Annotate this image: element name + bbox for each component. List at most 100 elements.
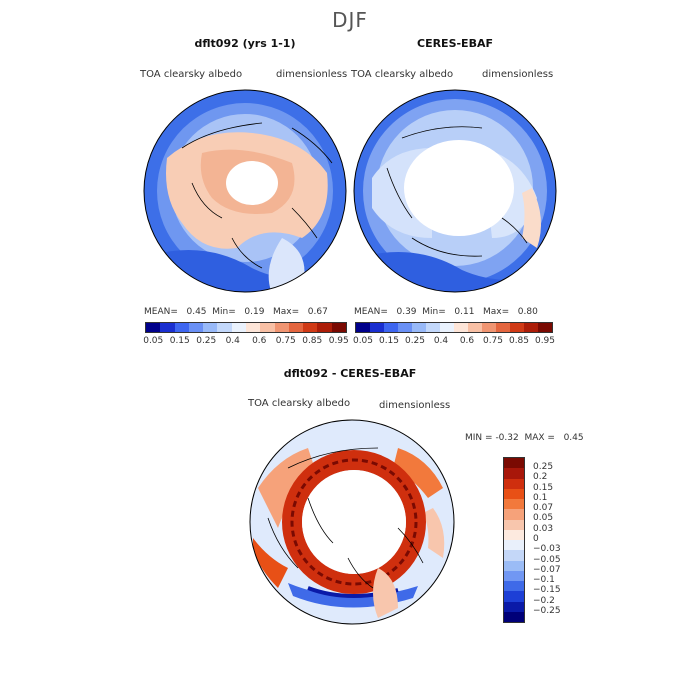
panel2-colorbar-swatch	[356, 323, 370, 332]
diff-colorbar-tick-label: −0.15	[533, 585, 561, 596]
panel2-max-label: Max=	[483, 307, 510, 317]
panel1-mean-value: 0.45	[186, 307, 207, 317]
diff-colorbar-swatch	[504, 468, 524, 479]
diff-colorbar-swatch	[504, 550, 524, 561]
diff-colorbar-swatch	[504, 570, 524, 581]
diff-min-label: MIN =	[465, 433, 493, 443]
diff-colorbar-tick-label: −0.05	[533, 554, 561, 565]
panel2-colorbar-tick-label: 0.95	[534, 336, 556, 346]
diff-colorbar-swatch	[504, 458, 524, 469]
diff-minmax: MIN = -0.32 MAX = 0.45	[465, 433, 584, 443]
panel1-colorbar-ticks: 0.05 0.15 0.25 0.4 0.6 0.75 0.85 0.95	[140, 336, 352, 346]
panel1-variable-label: TOA clearsky albedo	[140, 69, 243, 80]
diff-colorbar-tick-label: 0.15	[533, 482, 554, 493]
panel2-colorbar-swatch	[524, 323, 538, 332]
diff-colorbar-ticks: 0.25 0.2 0.15 0.1 0.07 0.05 0.03 0 −0.03 −0.05 −0.…	[533, 462, 561, 616]
panel1-units-label: dimensionless	[276, 69, 348, 80]
diff-colorbar-tick-label: −0.2	[533, 595, 555, 606]
diff-min-value: -0.32	[495, 433, 519, 443]
panel2-colorbar-swatch	[398, 323, 412, 332]
diff-colorbar-tick-label: −0.25	[533, 605, 561, 616]
panel2-colorbar-swatch	[454, 323, 468, 332]
diff-colorbar-tick-label: −0.07	[533, 564, 561, 575]
panel1-max-label: Max=	[273, 307, 300, 317]
panel1-colorbar	[145, 322, 347, 333]
panel1-colorbar-swatch	[288, 323, 304, 332]
panel2-colorbar-tick-label: 0.6	[459, 336, 475, 346]
panel2-colorbar-tick-label: 0.15	[378, 336, 400, 346]
diff-colorbar-tick-label: 0.1	[533, 492, 548, 503]
panel1-colorbar-tick-label: 0.4	[225, 336, 240, 346]
diff-colorbar-swatch	[504, 519, 524, 530]
diff-colorbar-swatch	[504, 540, 524, 551]
diff-colorbar-swatch	[504, 478, 524, 489]
panel1-colorbar-swatch	[231, 323, 246, 332]
diff-colorbar-tick-label: 0.05	[533, 513, 554, 524]
panel2-colorbar-tick-label: 0.25	[404, 336, 426, 346]
diff-colorbar-swatch	[504, 529, 524, 540]
panel1-colorbar-swatch	[317, 323, 332, 332]
diff-colorbar	[503, 457, 525, 623]
panel1-colorbar-swatch	[245, 323, 261, 332]
diff-colorbar-tick-label: 0	[533, 533, 539, 544]
panel2-polar-map	[353, 89, 557, 293]
diff-polar-map	[249, 419, 455, 625]
panel1-colorbar-swatch	[303, 323, 318, 332]
panel2-mean-value: 0.39	[396, 307, 417, 317]
panel1-colorbar-tick-label: 0.6	[252, 336, 267, 346]
panel2-colorbar-ticks: 0.05 0.15 0.25 0.4 0.6 0.75 0.85 0.95	[350, 336, 558, 346]
diff-colorbar-tick-label: 0.2	[533, 472, 548, 483]
panel2-title: CERES-EBAF	[417, 37, 493, 50]
panel2-colorbar-swatch	[496, 323, 510, 332]
panel2-colorbar-swatch	[370, 323, 384, 332]
panel1-min-value: 0.19	[244, 307, 265, 317]
panel2-mean-label: MEAN=	[354, 307, 388, 317]
panel1-colorbar-tick-label: 0.95	[328, 336, 349, 346]
diff-colorbar-swatch	[504, 488, 524, 499]
diff-colorbar-tick-label: 0.25	[533, 462, 554, 473]
panel1-colorbar-swatch	[203, 323, 218, 332]
panel1-colorbar-swatch	[260, 323, 275, 332]
panel1-colorbar-tick-label: 0.85	[302, 336, 323, 346]
diff-colorbar-swatch	[504, 601, 524, 612]
panel2-colorbar-swatch	[482, 323, 496, 332]
panel1-colorbar-tick-label: 0.05	[143, 336, 164, 346]
panel2-colorbar-swatch	[468, 323, 482, 332]
panel1-max-value: 0.67	[307, 307, 328, 317]
panel1-colorbar-swatch	[174, 323, 189, 332]
panel1-colorbar-tick-label: 0.15	[169, 336, 190, 346]
panel2-units-label: dimensionless	[482, 69, 554, 80]
panel2-colorbar-swatch	[510, 323, 524, 332]
diff-colorbar-swatch	[504, 560, 524, 571]
panel2-colorbar-tick-label: 0.75	[482, 336, 504, 346]
diff-colorbar-tick-label: 0.07	[533, 503, 554, 514]
diff-colorbar-swatch	[504, 509, 524, 520]
panel2-min-label: Min=	[422, 307, 446, 317]
diff-units-label: dimensionless	[379, 400, 451, 411]
panel2-variable-label: TOA clearsky albedo	[351, 69, 454, 80]
panel2-min-value: 0.11	[454, 307, 475, 317]
diff-colorbar-swatch	[504, 499, 524, 510]
diff-max-label: MAX =	[524, 433, 555, 443]
panel1-title: dflt092 (yrs 1-1)	[194, 37, 296, 50]
panel1-mean-label: MEAN=	[144, 307, 178, 317]
panel1-colorbar-tick-label: 0.75	[275, 336, 296, 346]
panel1-stats: MEAN= 0.45 Min= 0.19 Max= 0.67	[144, 307, 328, 317]
panel2-max-value: 0.80	[517, 307, 538, 317]
diff-title: dflt092 - CERES-EBAF	[283, 367, 417, 380]
panel2-colorbar	[355, 322, 553, 333]
panel2-colorbar-swatch	[384, 323, 398, 332]
diff-colorbar-tick-label: −0.1	[533, 575, 555, 586]
diff-colorbar-swatch	[504, 581, 524, 592]
panel1-colorbar-swatch	[188, 323, 204, 332]
diff-colorbar-tick-label: 0.03	[533, 523, 554, 534]
season-title: DJF	[332, 8, 368, 32]
panel1-colorbar-swatch	[331, 323, 346, 332]
panel2-colorbar-tick-label: 0.85	[508, 336, 530, 346]
panel2-colorbar-swatch	[426, 323, 440, 332]
diff-colorbar-swatch	[504, 611, 524, 622]
panel2-stats: MEAN= 0.39 Min= 0.11 Max= 0.80	[354, 307, 538, 317]
diff-colorbar-swatch	[504, 591, 524, 602]
panel1-colorbar-swatch	[217, 323, 232, 332]
panel2-colorbar-swatch	[440, 323, 454, 332]
